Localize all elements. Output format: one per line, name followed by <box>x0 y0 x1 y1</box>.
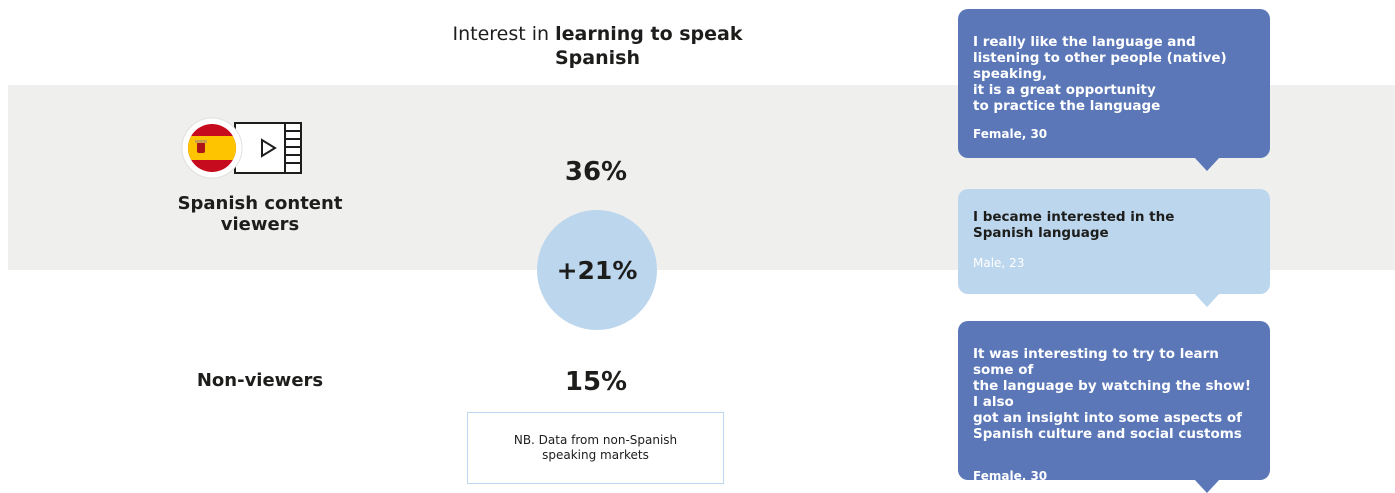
value-label-non-viewers: 15% <box>564 367 628 397</box>
spain-flag-icon <box>181 117 243 179</box>
title-prefix: Interest in <box>452 23 556 45</box>
difference-circle: +21% <box>537 210 657 330</box>
quote-text-2: I became interested in the Spanish langu… <box>973 209 1175 241</box>
row-label-non-viewers: Non-viewers <box>196 370 324 391</box>
note-text: NB. Data from non-Spanish speaking marke… <box>513 433 678 462</box>
value-label-viewers: 36% <box>564 157 628 187</box>
data-note: NB. Data from non-Spanish speaking marke… <box>467 412 724 484</box>
quote-bubble-1: I really like the language and listening… <box>958 9 1270 171</box>
chart-title: Interest in learning to speak Spanish <box>440 22 755 70</box>
quote-bubble-2: I became interested in the Spanish langu… <box>958 189 1270 307</box>
quote-attribution-3: Female, 30 <box>973 469 1048 483</box>
title-bold: learning to speak Spanish <box>555 23 743 69</box>
quote-attribution-1: Female, 30 <box>973 127 1048 141</box>
spanish-content-icon <box>180 116 305 180</box>
video-play-icon <box>234 122 302 174</box>
row-label-viewers: Spanish content viewers <box>177 193 343 235</box>
difference-label: +21% <box>556 255 638 285</box>
quote-text-1: I really like the language and listening… <box>973 34 1227 114</box>
quote-bubble-3: It was interesting to try to learn some … <box>958 321 1270 493</box>
quote-text-3: It was interesting to try to learn some … <box>973 346 1252 442</box>
quote-attribution-2: Male, 23 <box>973 256 1025 270</box>
